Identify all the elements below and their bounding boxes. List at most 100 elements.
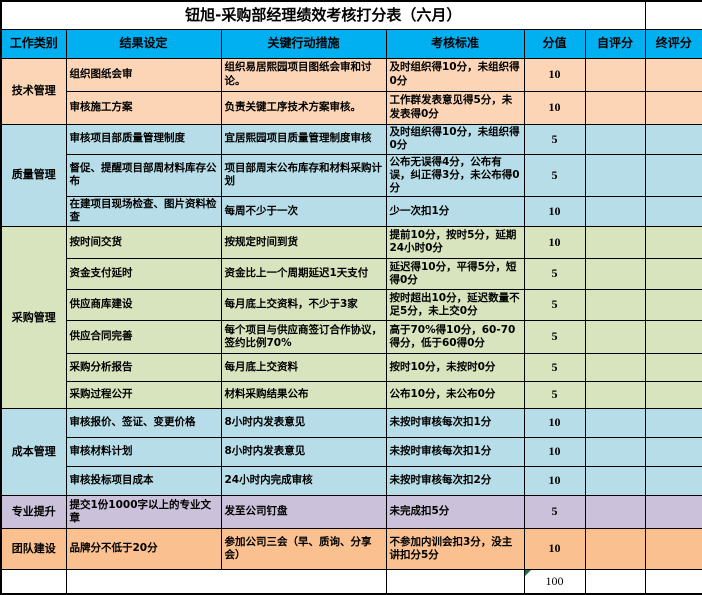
- final-score-cell[interactable]: [644, 153, 702, 197]
- score-cell[interactable]: 10: [523, 436, 586, 467]
- self-score-cell[interactable]: [584, 436, 646, 467]
- standard-cell[interactable]: 未按时审核每次扣1分: [385, 436, 525, 467]
- action-cell[interactable]: 按规定时间到货: [220, 225, 387, 259]
- category-cell[interactable]: 采购管理: [0, 225, 67, 409]
- result-cell[interactable]: 督促、提醒项目部周材料库存公布: [65, 153, 222, 197]
- standard-cell[interactable]: 及时组织得10分，未组织得0分: [385, 57, 525, 92]
- result-cell[interactable]: 采购过程公开: [65, 380, 222, 409]
- self-score-cell[interactable]: [584, 465, 646, 496]
- result-cell[interactable]: 组织图纸会审: [65, 57, 222, 92]
- final-score-cell[interactable]: [644, 195, 702, 227]
- action-cell[interactable]: 组织易居熙园项目图纸会审和讨论。: [220, 57, 387, 92]
- standard-cell[interactable]: 按时10分，未按时0分: [385, 352, 525, 382]
- col-header-final-score[interactable]: 终评分: [644, 28, 702, 59]
- standard-cell[interactable]: 延迟得10分，平得5分，短得0分: [385, 257, 525, 290]
- self-score-cell[interactable]: [584, 153, 646, 197]
- action-cell[interactable]: 24小时内完成审核: [220, 465, 387, 496]
- standard-cell[interactable]: 未按时审核每次扣2分: [385, 465, 525, 496]
- action-cell[interactable]: 发至公司钉盘: [220, 494, 387, 529]
- action-cell[interactable]: 负责关键工序技术方案审核。: [220, 90, 387, 125]
- self-score-cell[interactable]: [584, 57, 646, 92]
- result-cell[interactable]: 品牌分不低于20分: [65, 527, 222, 570]
- col-header-assessment-standard[interactable]: 考核标准: [385, 28, 525, 59]
- col-header-work-category[interactable]: 工作类别: [0, 28, 67, 59]
- result-cell[interactable]: 在建项目现场检查、图片资料检查: [65, 195, 222, 227]
- final-score-cell[interactable]: [644, 352, 702, 382]
- standard-cell[interactable]: 提前10分，按时5分，延期24小时0分: [385, 225, 525, 259]
- result-cell[interactable]: 审核项目部质量管理制度: [65, 123, 222, 155]
- self-score-cell[interactable]: [584, 352, 646, 382]
- self-score-cell[interactable]: [584, 380, 646, 409]
- self-score-cell[interactable]: [584, 90, 646, 125]
- action-cell[interactable]: 每月底上交资料: [220, 352, 387, 382]
- score-cell[interactable]: 10: [523, 225, 586, 259]
- score-cell[interactable]: 5: [523, 153, 586, 197]
- category-cell[interactable]: 团队建设: [0, 527, 67, 570]
- result-cell[interactable]: 提交1份1000字以上的专业文章: [65, 494, 222, 529]
- score-cell[interactable]: 5: [523, 319, 586, 354]
- final-score-cell[interactable]: [644, 527, 702, 570]
- action-cell[interactable]: 每月底上交资料，不少于3家: [220, 288, 387, 321]
- final-score-cell[interactable]: [644, 257, 702, 290]
- standard-cell[interactable]: 按时超出10分，延迟数量不足5分，未上交0分: [385, 288, 525, 321]
- self-score-cell[interactable]: [584, 494, 646, 529]
- self-score-cell[interactable]: [584, 319, 646, 354]
- score-cell[interactable]: 5: [523, 352, 586, 382]
- standard-cell[interactable]: 未按时审核每次扣1分: [385, 407, 525, 438]
- total-merged-cell[interactable]: [65, 568, 387, 595]
- result-cell[interactable]: 资金支付延时: [65, 257, 222, 290]
- self-score-cell[interactable]: [584, 195, 646, 227]
- total-score-cell[interactable]: 100: [523, 568, 586, 595]
- col-header-key-actions[interactable]: 关键行动措施: [220, 28, 387, 59]
- score-cell[interactable]: 10: [523, 195, 586, 227]
- action-cell[interactable]: 材料采购结果公布: [220, 380, 387, 409]
- result-cell[interactable]: 审核报价、签证、变更价格: [65, 407, 222, 438]
- score-cell[interactable]: 10: [523, 407, 586, 438]
- action-cell[interactable]: 8小时内发表意见: [220, 436, 387, 467]
- col-header-self-score[interactable]: 自评分: [584, 28, 646, 59]
- category-cell[interactable]: 质量管理: [0, 123, 67, 227]
- self-score-cell[interactable]: [584, 288, 646, 321]
- self-score-cell[interactable]: [584, 257, 646, 290]
- total-category-cell[interactable]: [0, 568, 67, 595]
- self-score-cell[interactable]: [584, 407, 646, 438]
- category-cell[interactable]: 专业提升: [0, 494, 67, 529]
- self-score-cell[interactable]: [584, 527, 646, 570]
- final-score-cell[interactable]: [644, 225, 702, 259]
- category-cell[interactable]: 成本管理: [0, 407, 67, 496]
- total-final-score-cell[interactable]: [644, 568, 702, 595]
- title-side-cell[interactable]: [644, 0, 702, 30]
- standard-cell[interactable]: 未完成扣5分: [385, 494, 525, 529]
- final-score-cell[interactable]: [644, 319, 702, 354]
- score-cell[interactable]: 10: [523, 90, 586, 125]
- standard-cell[interactable]: 工作群发表意见得5分，未发表得0分: [385, 90, 525, 125]
- final-score-cell[interactable]: [644, 288, 702, 321]
- total-self-score-cell[interactable]: [584, 568, 646, 595]
- standard-cell[interactable]: 及时组织得10分，未组织得0分: [385, 123, 525, 155]
- result-cell[interactable]: 供应合同完善: [65, 319, 222, 354]
- final-score-cell[interactable]: [644, 380, 702, 409]
- final-score-cell[interactable]: [644, 407, 702, 438]
- result-cell[interactable]: 审核施工方案: [65, 90, 222, 125]
- final-score-cell[interactable]: [644, 436, 702, 467]
- standard-cell[interactable]: 公布无误得4分，公布有误，纠正得3分，未公布得0分: [385, 153, 525, 197]
- action-cell[interactable]: 8小时内发表意见: [220, 407, 387, 438]
- final-score-cell[interactable]: [644, 57, 702, 92]
- score-cell[interactable]: 5: [523, 380, 586, 409]
- col-header-result-setting[interactable]: 结果设定: [65, 28, 222, 59]
- standard-cell[interactable]: 不参加内训会扣3分，没主讲扣分5分: [385, 527, 525, 570]
- score-cell[interactable]: 5: [523, 123, 586, 155]
- score-cell[interactable]: 10: [523, 465, 586, 496]
- action-cell[interactable]: 宜居熙园项目质量管理制度审核: [220, 123, 387, 155]
- action-cell[interactable]: 每个项目与供应商签订合作协议，签约比例70%: [220, 319, 387, 354]
- action-cell[interactable]: 资金比上一个周期延迟1天支付: [220, 257, 387, 290]
- score-cell[interactable]: 5: [523, 494, 586, 529]
- category-cell[interactable]: 技术管理: [0, 57, 67, 125]
- final-score-cell[interactable]: [644, 123, 702, 155]
- result-cell[interactable]: 按时间交货: [65, 225, 222, 259]
- standard-cell[interactable]: 少一次扣1分: [385, 195, 525, 227]
- total-standard-cell[interactable]: [385, 568, 525, 595]
- result-cell[interactable]: 审核投标项目成本: [65, 465, 222, 496]
- result-cell[interactable]: 采购分析报告: [65, 352, 222, 382]
- action-cell[interactable]: 参加公司三会（早、质询、分享会）: [220, 527, 387, 570]
